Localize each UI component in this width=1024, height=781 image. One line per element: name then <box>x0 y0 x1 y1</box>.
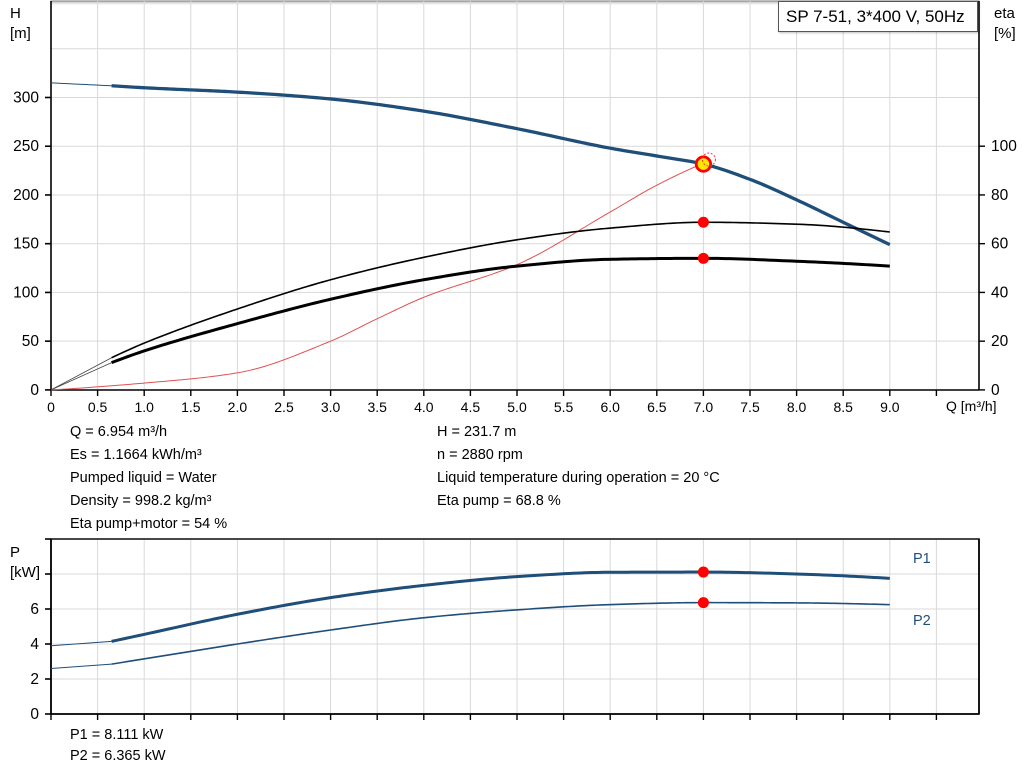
svg-text:0.5: 0.5 <box>88 399 108 415</box>
svg-text:20: 20 <box>991 333 1009 350</box>
svg-text:5.5: 5.5 <box>554 399 574 415</box>
svg-text:6: 6 <box>30 601 39 618</box>
svg-text:40: 40 <box>991 284 1009 301</box>
svg-text:80: 80 <box>991 187 1009 204</box>
svg-text:3.0: 3.0 <box>321 399 341 415</box>
svg-text:0: 0 <box>30 706 39 723</box>
svg-text:2.0: 2.0 <box>228 399 248 415</box>
svg-text:250: 250 <box>13 138 39 155</box>
svg-text:5.0: 5.0 <box>507 399 527 415</box>
svg-text:1.0: 1.0 <box>134 399 154 415</box>
svg-text:4.0: 4.0 <box>414 399 434 415</box>
svg-text:6.0: 6.0 <box>600 399 620 415</box>
svg-text:0: 0 <box>30 382 39 399</box>
svg-text:100: 100 <box>13 284 39 301</box>
svg-text:50: 50 <box>22 333 40 350</box>
svg-text:0: 0 <box>47 399 55 415</box>
svg-text:2.5: 2.5 <box>274 399 294 415</box>
svg-text:60: 60 <box>991 236 1009 253</box>
svg-text:3.5: 3.5 <box>367 399 387 415</box>
svg-text:300: 300 <box>13 89 39 106</box>
svg-text:1.5: 1.5 <box>181 399 201 415</box>
svg-text:9.0: 9.0 <box>880 399 900 415</box>
svg-text:7.5: 7.5 <box>740 399 760 415</box>
svg-text:150: 150 <box>13 236 39 253</box>
svg-text:2: 2 <box>30 671 39 688</box>
svg-text:6.5: 6.5 <box>647 399 667 415</box>
svg-text:4: 4 <box>30 636 39 653</box>
svg-text:8.5: 8.5 <box>833 399 853 415</box>
svg-text:100: 100 <box>991 138 1017 155</box>
svg-text:4.5: 4.5 <box>461 399 481 415</box>
svg-text:8.0: 8.0 <box>787 399 807 415</box>
svg-text:7.0: 7.0 <box>694 399 714 415</box>
svg-text:200: 200 <box>13 187 39 204</box>
